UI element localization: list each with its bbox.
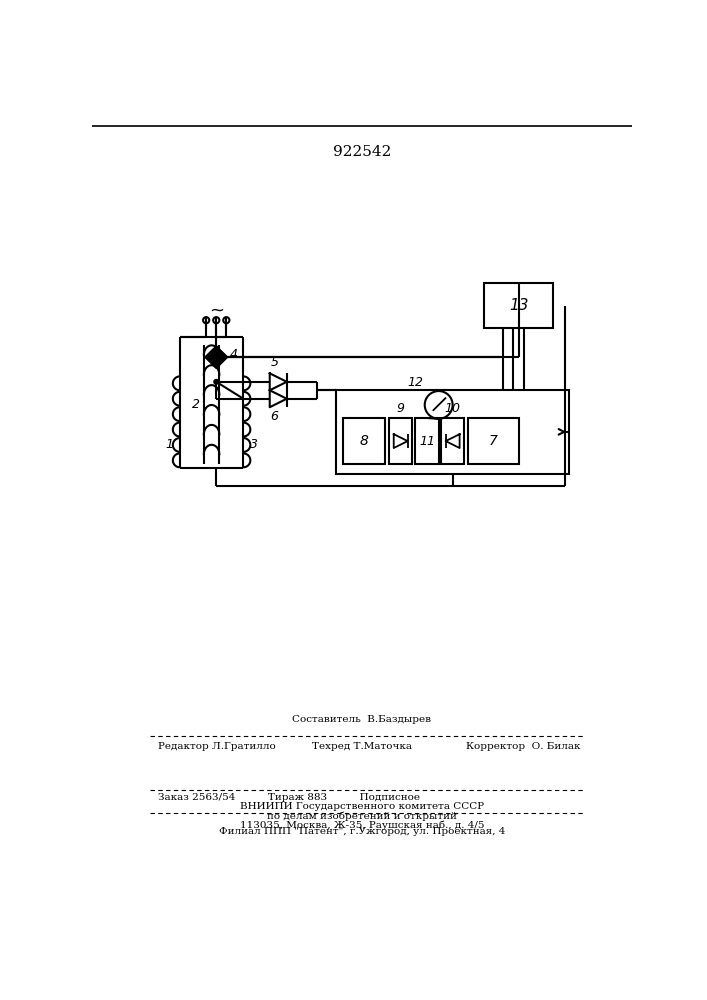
Text: 5: 5 <box>270 356 279 369</box>
Text: 10: 10 <box>445 402 461 415</box>
Text: 2: 2 <box>192 398 200 411</box>
Bar <box>337 389 569 474</box>
Text: Заказ 2563/54          Тираж 883          Подписное: Заказ 2563/54 Тираж 883 Подписное <box>158 793 420 802</box>
Text: 7: 7 <box>489 434 498 448</box>
Text: 8: 8 <box>359 434 368 448</box>
Text: 3: 3 <box>250 438 258 451</box>
Text: ~: ~ <box>209 301 223 319</box>
Text: Техред Т.Маточка: Техред Т.Маточка <box>312 742 412 751</box>
Text: 4: 4 <box>230 348 238 361</box>
Bar <box>468 418 518 464</box>
Bar <box>416 418 438 464</box>
Bar <box>389 418 412 464</box>
Polygon shape <box>206 346 227 368</box>
Text: 113035, Москва, Ж-35, Раушская наб., д. 4/5: 113035, Москва, Ж-35, Раушская наб., д. … <box>240 821 484 830</box>
Text: 922542: 922542 <box>333 145 391 159</box>
Bar <box>343 418 385 464</box>
Text: 11: 11 <box>419 435 435 448</box>
Text: Корректор  О. Билак: Корректор О. Билак <box>466 742 580 751</box>
Text: Редактор Л.Гратилло: Редактор Л.Гратилло <box>158 742 276 751</box>
Bar <box>484 283 554 328</box>
Text: 9: 9 <box>397 402 404 415</box>
Text: 12: 12 <box>407 376 423 389</box>
Text: ВНИИПИ Государственного комитета СССР: ВНИИПИ Государственного комитета СССР <box>240 802 484 811</box>
Circle shape <box>214 379 218 384</box>
Text: 13: 13 <box>509 298 528 313</box>
Text: 6: 6 <box>270 410 279 423</box>
Text: Составитель  В.Баздырев: Составитель В.Баздырев <box>293 715 431 724</box>
Text: по делам изобретений и открытий: по делам изобретений и открытий <box>267 811 457 821</box>
Text: 1: 1 <box>165 438 173 451</box>
Text: Филиал ППП "Патент", г.Ужгород, ул. Проектная, 4: Филиал ППП "Патент", г.Ужгород, ул. Прое… <box>218 827 505 836</box>
Bar <box>441 418 464 464</box>
